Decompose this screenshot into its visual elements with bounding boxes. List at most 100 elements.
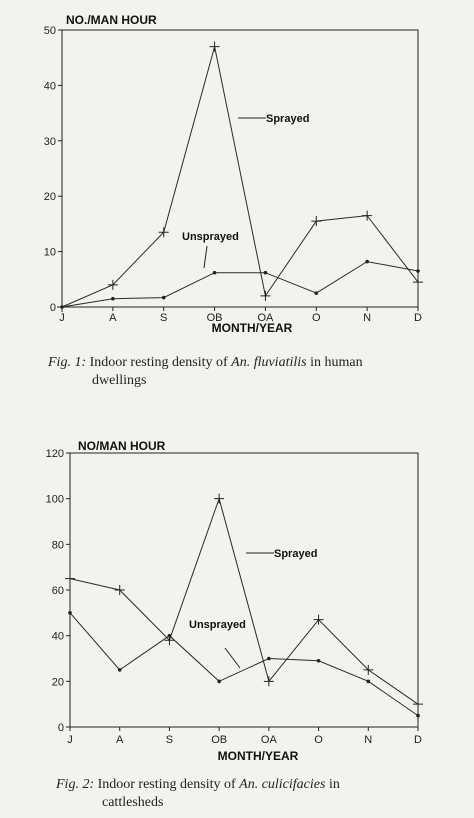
chart1-unsprayed-point [60, 305, 64, 309]
chart1-legend-unsprayed-leader [203, 245, 208, 269]
chart2-xtick-label: A [116, 734, 124, 746]
chart2-unsprayed-point [416, 713, 420, 718]
chart2-ytick-label: 120 [46, 448, 64, 460]
chart1-xtick-label: OB [207, 312, 223, 324]
chart1-sprayed-plus-marker [107, 279, 118, 290]
chart1-sprayed-plus-marker [362, 210, 373, 221]
chart2-sprayed-point [313, 614, 324, 625]
chart-2: 0 20 40 60 80 100 120 J A S OB OA O N D NO/MAN HOUR MONT… [46, 439, 423, 763]
chart1-sprayed-plus-marker [209, 41, 220, 52]
caption-1-species: An. fluviatilis [231, 355, 307, 370]
chart2-sprayed-point [363, 664, 374, 675]
chart2-series-unsprayed-line [69, 612, 419, 717]
figure-1: 0 10 20 30 40 50 J A S OB OA O N D NO./MAN HOUR MONTH/Y… [0, 0, 474, 400]
chart1-ytick-label: 30 [44, 136, 56, 148]
chart1-unsprayed-point [161, 295, 166, 300]
chart2-unsprayed-point [316, 658, 321, 663]
chart2-ytick-label: 80 [52, 539, 64, 551]
chart1-ytick-label: 10 [44, 247, 56, 259]
chart2-unsprayed-point [267, 656, 271, 661]
chart2-xtick-label: D [414, 734, 422, 746]
chart1-xtick-label: O [312, 312, 321, 324]
chart2-ytick-label: 20 [52, 676, 64, 688]
chart2-xtick-label: OB [211, 734, 227, 746]
chart1-sprayed-point [209, 41, 220, 52]
chart2-x-axis-label: MONTH/YEAR [218, 749, 299, 763]
chart2-xtick-label: OA [261, 734, 278, 746]
caption-2-text-after: in [325, 777, 340, 792]
chart1-ytick-label: 20 [44, 191, 56, 203]
chart2-ytick-label: 60 [52, 585, 64, 597]
chart1-unsprayed-point [416, 269, 420, 273]
chart-1: 0 10 20 30 40 50 J A S OB OA O N D NO./MAN HOUR MONTH/Y… [44, 13, 423, 335]
chart2-unsprayed-point [366, 679, 371, 684]
chart1-plot-frame [61, 29, 419, 308]
chart1-sprayed-point [260, 290, 271, 301]
chart1-series-sprayed-line [61, 46, 419, 308]
chart1-unsprayed-point [314, 291, 319, 295]
figure-2: 0 20 40 60 80 100 120 J A S OB OA O N D NO/MAN HOUR MONT… [0, 420, 474, 818]
chart2-legend-unsprayed-leader [224, 647, 241, 669]
chart1-sprayed-point [158, 227, 169, 238]
chart1-legend-unsprayed: Unsprayed [182, 231, 239, 243]
chart2-sprayed-point [413, 699, 423, 710]
chart2-xtick-label: N [364, 734, 372, 746]
caption-2: Fig. 2: Indoor resting density of An. cu… [56, 776, 340, 812]
chart1-sprayed-point [362, 210, 373, 221]
caption-1-label: Fig. 1: [48, 355, 87, 370]
chart2-ytick-label: 100 [46, 494, 64, 506]
caption-1: Fig. 1: Indoor resting density of An. fl… [48, 354, 363, 390]
chart1-y-axis-label: NO./MAN HOUR [66, 13, 157, 27]
chart2-xtick-label: J [67, 734, 73, 746]
chart2-sprayed-plus-marker [313, 614, 324, 625]
chart1-sprayed-plus-marker [158, 227, 169, 238]
chart1-sprayed-point [107, 279, 118, 290]
chart2-sprayed-point [65, 573, 75, 584]
chart1-xtick-label: S [160, 312, 167, 324]
chart1-sprayed-point [413, 277, 423, 288]
chart2-legend-sprayed: Sprayed [274, 548, 317, 560]
chart2-sprayed-plus-marker [65, 573, 75, 584]
caption-2-line2: cattlesheds [102, 795, 164, 810]
chart2-xtick-label: O [314, 734, 323, 746]
chart1-unsprayed-point [212, 270, 217, 275]
chart1-xtick-label: OA [257, 312, 274, 324]
chart1-xtick-label: N [363, 312, 371, 324]
chart2-sprayed-plus-marker [114, 585, 125, 595]
chart2-legend-unsprayed: Unsprayed [189, 619, 246, 631]
chart1-xtick-label: D [414, 312, 422, 324]
chart1-xtick-label: A [109, 312, 117, 324]
caption-1-text-after: in human [306, 355, 363, 370]
chart2-ytick-label: 40 [52, 631, 64, 643]
chart2-unsprayed-point [117, 668, 122, 672]
chart1-series-unsprayed-line [61, 261, 419, 308]
chart1-ytick-label: 50 [44, 25, 56, 37]
chart1-sprayed-plus-marker [260, 290, 271, 301]
chart2-xtick-label: S [166, 734, 173, 746]
chart2-unsprayed-point [217, 679, 221, 684]
caption-2-text-before: Indoor resting density of [94, 777, 240, 792]
chart2-ytick-label: 0 [58, 722, 64, 734]
chart2-unsprayed-point [167, 633, 172, 638]
caption-2-species: An. culicifacies [239, 777, 326, 792]
chart1-ytick-label: 40 [44, 80, 56, 92]
caption-1-line2: dwellings [92, 373, 147, 388]
chart1-x-axis-label: MONTH/YEAR [212, 321, 293, 335]
chart1-sprayed-plus-marker [413, 277, 423, 288]
chart2-y-axis-label: NO/MAN HOUR [78, 439, 166, 453]
chart2-sprayed-plus-marker [263, 676, 274, 687]
caption-2-label: Fig. 2: [56, 777, 95, 792]
chart1-unsprayed-point [111, 296, 115, 301]
chart1-ytick-label: 0 [50, 302, 56, 314]
chart1-sprayed-plus-marker [311, 216, 322, 227]
chart2-sprayed-plus-marker [214, 493, 225, 504]
chart2-sprayed-plus-marker [413, 699, 423, 710]
chart2-sprayed-point [263, 676, 274, 687]
caption-1-text-before: Indoor resting density of [86, 355, 232, 370]
chart2-series-sprayed-line [69, 497, 419, 705]
chart2-sprayed-point [114, 585, 125, 595]
chart2-sprayed-plus-marker [363, 664, 374, 675]
chart2-unsprayed-point [68, 611, 72, 615]
chart2-sprayed-point [214, 493, 225, 504]
chart1-unsprayed-point [263, 270, 268, 275]
